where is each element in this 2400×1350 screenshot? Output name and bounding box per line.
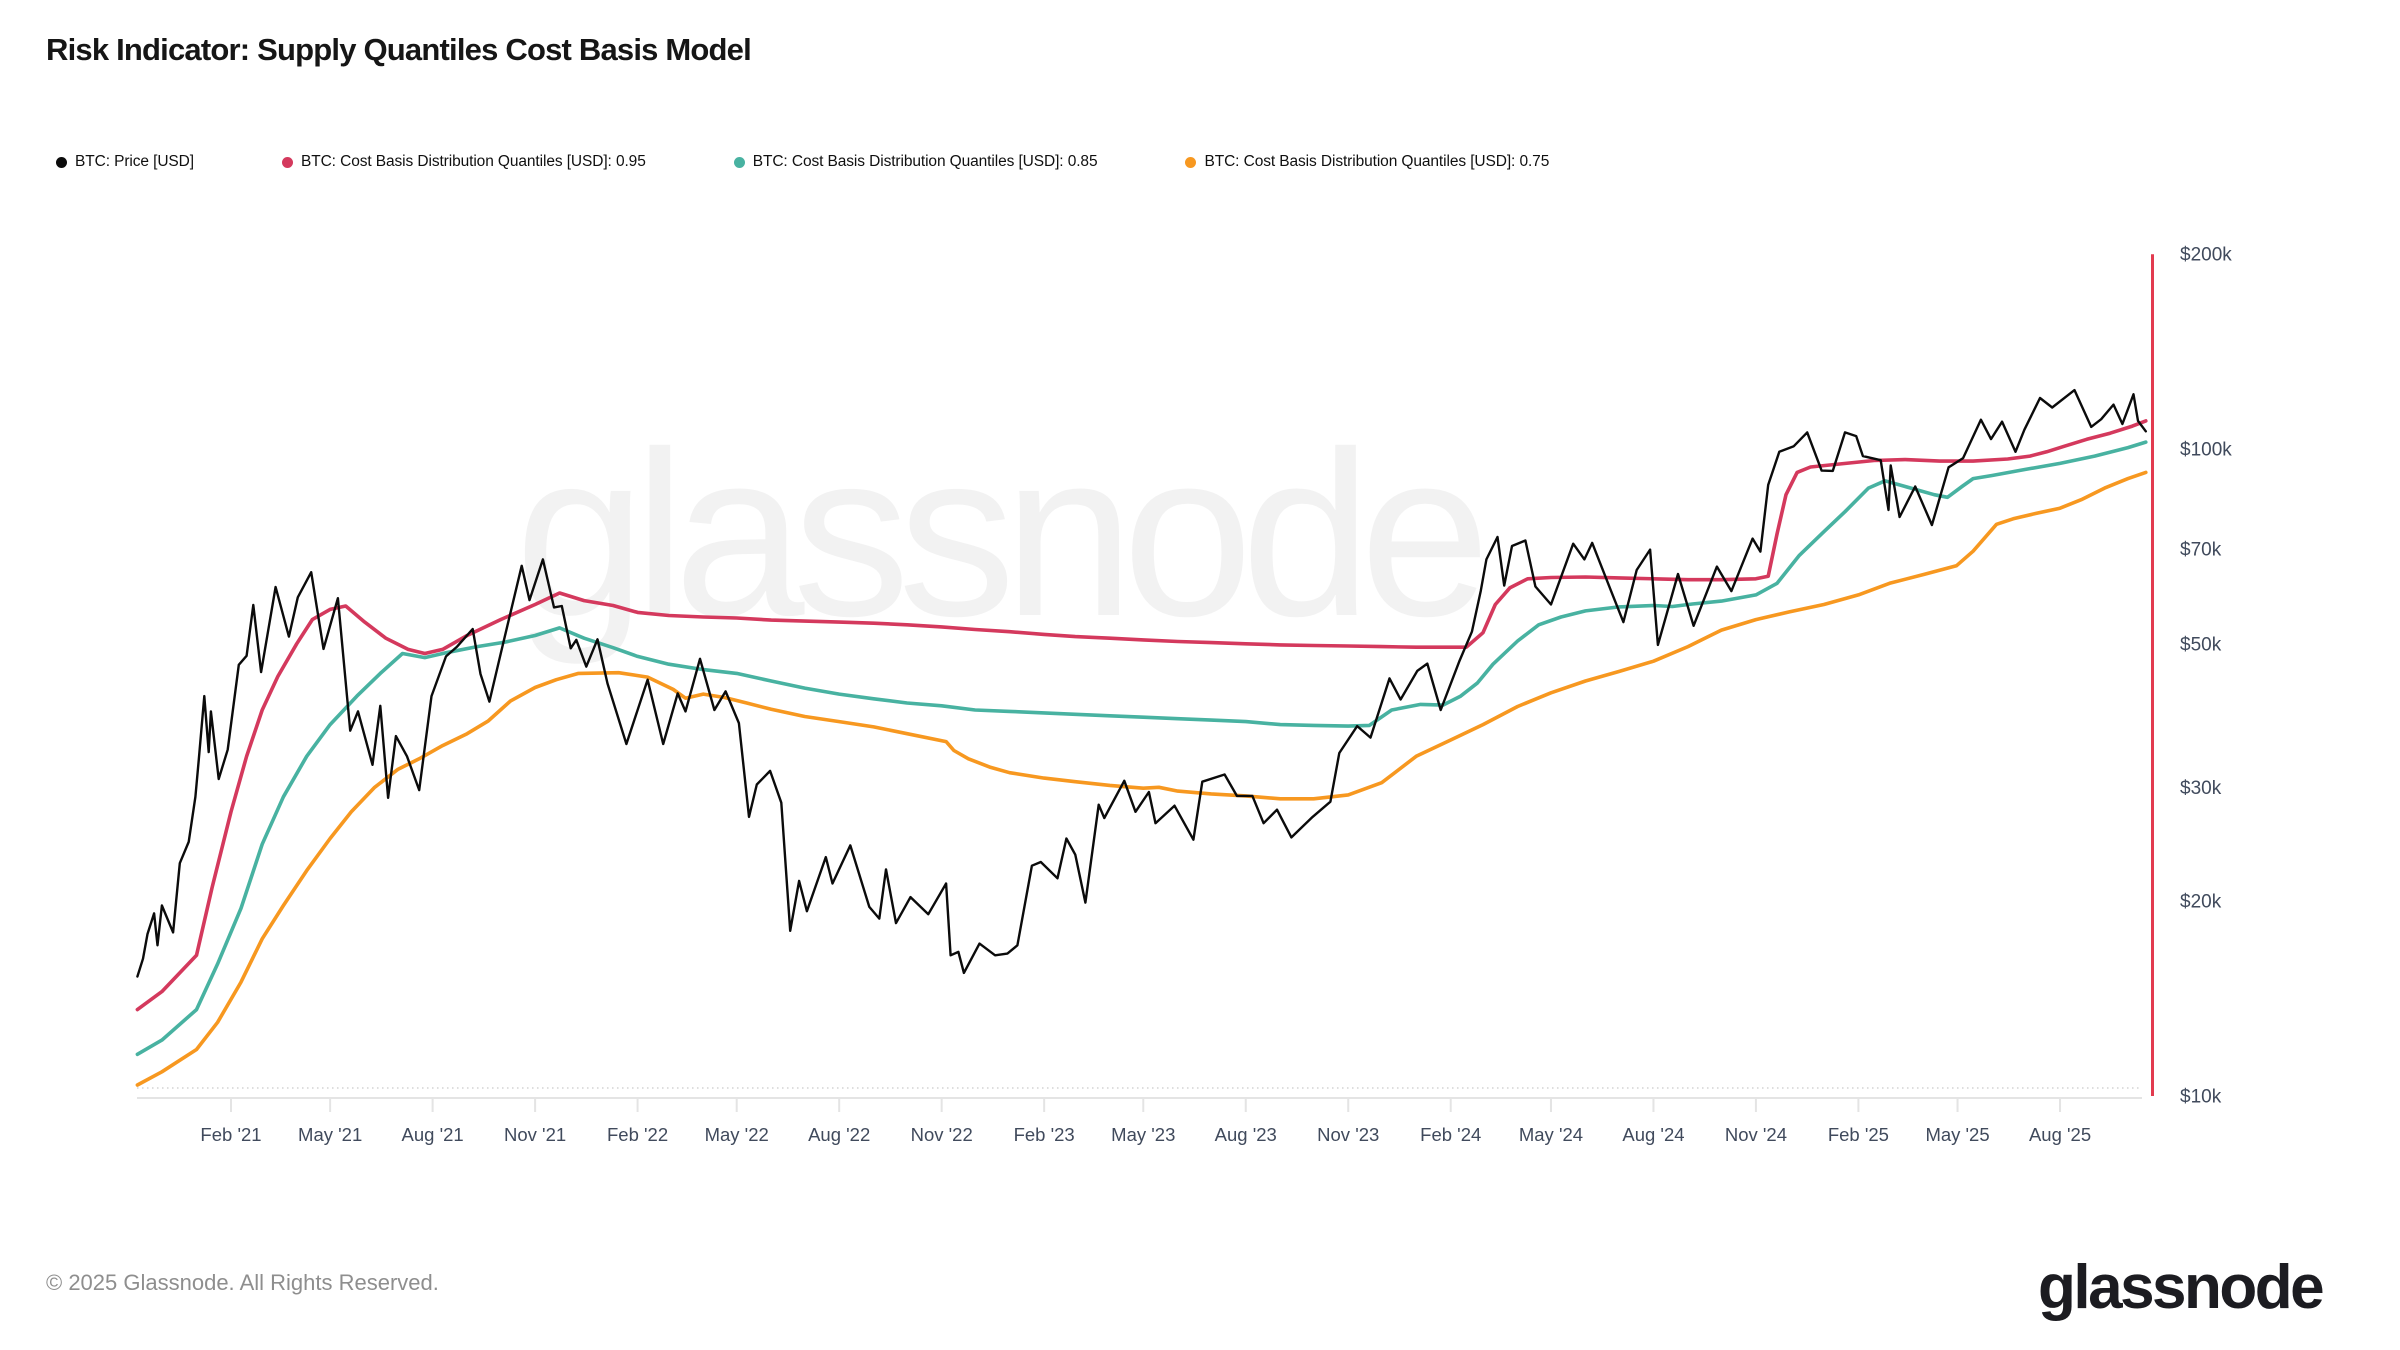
x-tick-label: May '21 bbox=[298, 1124, 362, 1145]
x-tick-label: Nov '23 bbox=[1317, 1124, 1379, 1145]
legend-dot-icon bbox=[56, 156, 67, 168]
x-tick-label: Aug '21 bbox=[402, 1124, 464, 1145]
x-tick-label: May '23 bbox=[1111, 1124, 1175, 1145]
x-tick-label: Aug '22 bbox=[808, 1124, 870, 1145]
legend: BTC: Price [USD] BTC: Cost Basis Distribu… bbox=[56, 153, 1549, 171]
x-tick-label: Nov '21 bbox=[504, 1124, 566, 1145]
legend-dot-icon bbox=[281, 156, 293, 168]
x-tick-label: Feb '25 bbox=[1828, 1124, 1889, 1145]
legend-item-label: BTC: Cost Basis Distribution Quantiles [… bbox=[1204, 153, 1550, 170]
legend-item-2[interactable]: BTC: Cost Basis Distribution Quantiles [… bbox=[733, 153, 1098, 171]
legend-item-label: BTC: Price [USD] bbox=[75, 153, 194, 170]
x-tick-label: Nov '22 bbox=[911, 1124, 973, 1145]
x-tick-label: May '24 bbox=[1519, 1124, 1583, 1145]
x-tick-label: Feb '21 bbox=[200, 1124, 261, 1145]
legend-item-label: BTC: Cost Basis Distribution Quantiles [… bbox=[300, 153, 646, 170]
legend-item-1[interactable]: BTC: Cost Basis Distribution Quantiles [… bbox=[281, 153, 646, 171]
x-tick-label: Aug '23 bbox=[1215, 1124, 1277, 1145]
copyright-text: © 2025 Glassnode. All Rights Reserved. bbox=[46, 1270, 439, 1295]
legend-item-3[interactable]: BTC: Cost Basis Distribution Quantiles [… bbox=[1185, 153, 1549, 171]
x-tick-label: Nov '24 bbox=[1725, 1124, 1787, 1145]
y-tick-label: $20k bbox=[2180, 892, 2222, 913]
y-tick-label: $200k bbox=[2180, 245, 2232, 266]
y-tick-label: $10k bbox=[2180, 1087, 2222, 1108]
series-line-3[interactable] bbox=[135, 470, 2148, 1087]
y-tick-label: $50k bbox=[2180, 634, 2222, 655]
glassnode-logo[interactable]: glassnode bbox=[2038, 1253, 2325, 1322]
legend-item-0[interactable]: BTC: Price [USD] bbox=[56, 153, 194, 171]
x-tick-label: May '22 bbox=[705, 1124, 769, 1145]
legend-dot-icon bbox=[1185, 156, 1197, 168]
x-tick-label: Aug '25 bbox=[2029, 1124, 2091, 1145]
x-tick-label: Feb '24 bbox=[1420, 1124, 1481, 1145]
page-title: Risk Indicator: Supply Quantiles Cost Ba… bbox=[46, 32, 752, 67]
legend-dot-icon bbox=[733, 156, 745, 168]
y-tick-label: $70k bbox=[2180, 540, 2222, 561]
legend-item-label: BTC: Cost Basis Distribution Quantiles [… bbox=[752, 153, 1098, 170]
x-tick-label: Aug '24 bbox=[1622, 1124, 1684, 1145]
x-tick-label: Feb '23 bbox=[1014, 1124, 1075, 1145]
y-tick-label: $100k bbox=[2180, 440, 2232, 461]
y-tick-label: $30k bbox=[2180, 778, 2222, 799]
series-line-1[interactable] bbox=[135, 419, 2148, 1012]
x-tick-label: Feb '22 bbox=[607, 1124, 668, 1145]
x-tick-label: May '25 bbox=[1925, 1124, 1989, 1145]
series-line-2[interactable] bbox=[135, 440, 2148, 1057]
series-line-0[interactable] bbox=[136, 388, 2148, 978]
